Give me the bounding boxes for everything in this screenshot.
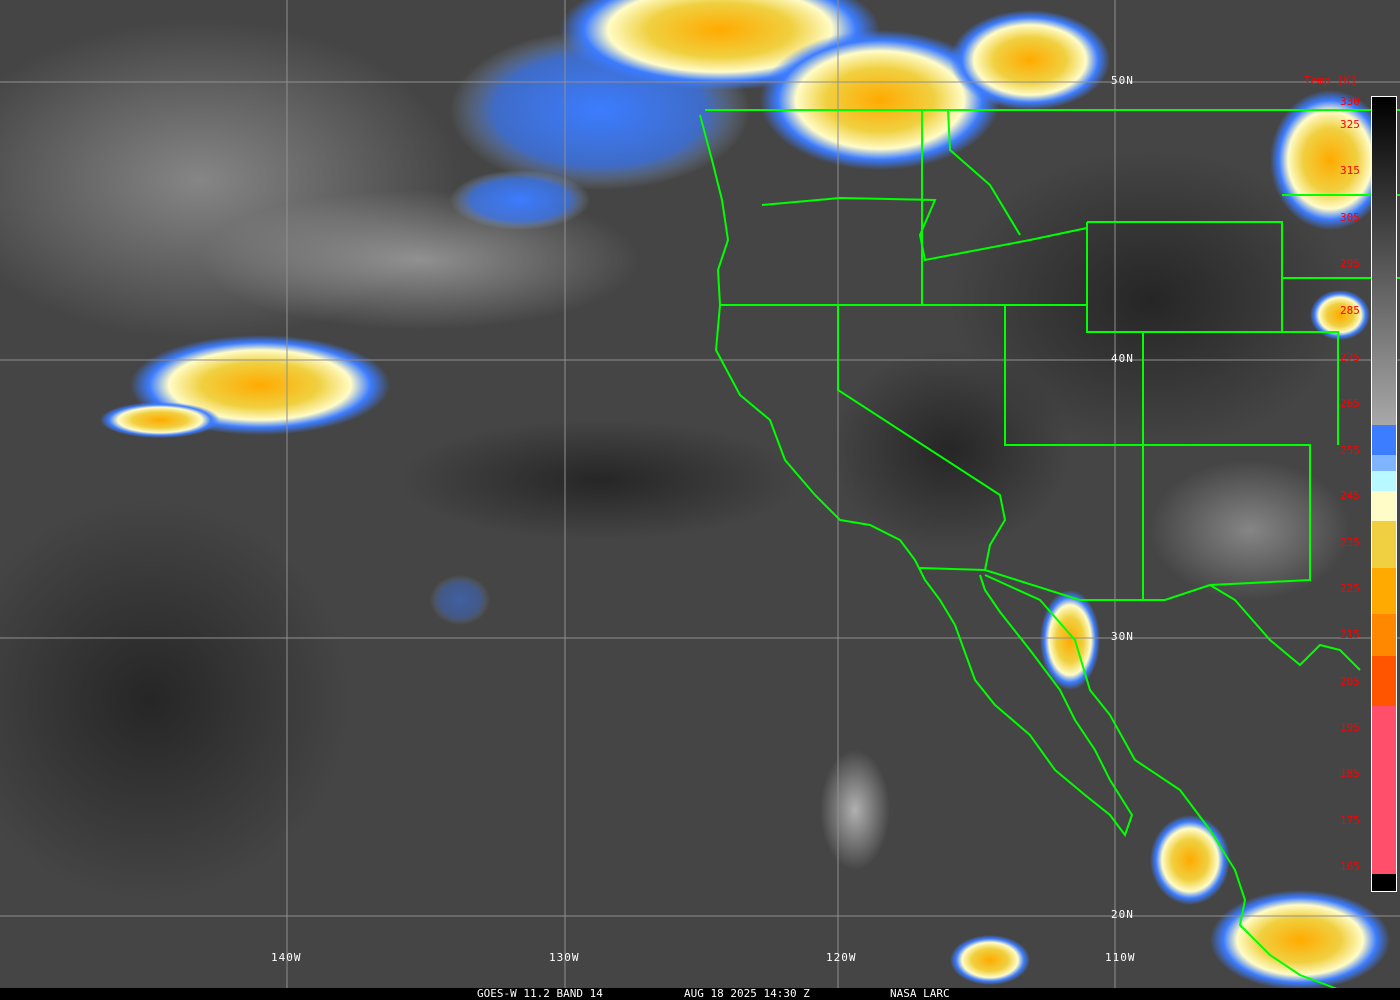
colorbar-tick-label: 245 — [1340, 489, 1360, 502]
colorbar-tick-label: 185 — [1340, 767, 1360, 780]
colorbar-tick-label: 295 — [1340, 257, 1360, 270]
colorbar-tick-label: 330 — [1340, 95, 1360, 108]
colorbar-tick-label: 215 — [1340, 628, 1360, 641]
temperature-colorbar — [1371, 96, 1397, 892]
lat-label-50n: 50N — [1111, 74, 1134, 87]
lat-label-30n: 30N — [1111, 630, 1134, 643]
colorbar-tick-label: 315 — [1340, 164, 1360, 177]
satellite-band: GOES-W 11.2 BAND 14 — [477, 987, 603, 1000]
colorbar-tick-label: 225 — [1340, 582, 1360, 595]
legend-title: Temp [K] — [1304, 74, 1357, 87]
colorbar-tick-label: 195 — [1340, 721, 1360, 734]
colorbar-tick-label: 175 — [1340, 814, 1360, 827]
lon-label-130w: 130W — [549, 951, 580, 964]
us-mexico-border — [919, 567, 1361, 671]
lon-label-120w: 120W — [826, 951, 857, 964]
caption-bar: GOES-W 11.2 BAND 14 AUG 18 2025 14:30 Z … — [0, 988, 1400, 1000]
colorbar-tick-label: 235 — [1340, 536, 1360, 549]
colorbar-tick-label: 325 — [1340, 118, 1360, 131]
colorbar-tick-label: 265 — [1340, 397, 1360, 410]
colorbar-tick-label: 165 — [1340, 860, 1360, 873]
boundaries — [699, 109, 1400, 988]
lon-label-140w: 140W — [271, 951, 302, 964]
timestamp: AUG 18 2025 14:30 Z — [684, 987, 810, 1000]
lat-label-20n: 20N — [1111, 908, 1134, 921]
colorbar-tick-label: 305 — [1340, 211, 1360, 224]
coastline — [699, 114, 1134, 838]
lon-label-110w: 110W — [1105, 951, 1136, 964]
data-source: NASA LARC — [890, 987, 950, 1000]
colorbar-tick-label: 275 — [1340, 351, 1360, 364]
colorbar-tick-label: 255 — [1340, 444, 1360, 457]
mainland-mexico-coast — [984, 574, 1338, 988]
colorbar-tick-label: 285 — [1340, 304, 1360, 317]
colorbar-tick-label: 205 — [1340, 675, 1360, 688]
lat-label-40n: 40N — [1111, 352, 1134, 365]
